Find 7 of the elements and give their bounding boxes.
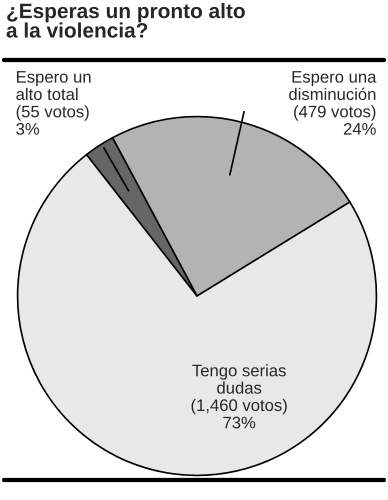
data-label: (1,460 votos) 73% [192, 398, 287, 428]
slice-label: Espero una disminución [289, 71, 376, 100]
slice-label: Tengo serias dudas [192, 364, 286, 394]
data-label: (55 votos) 3% [16, 105, 89, 135]
chart-title: ¿Esperas un pronto alto a la violencia? [6, 3, 245, 38]
data-label: (479 votos) 24% [294, 105, 376, 135]
slice-label: Espero un alto total [16, 71, 91, 100]
